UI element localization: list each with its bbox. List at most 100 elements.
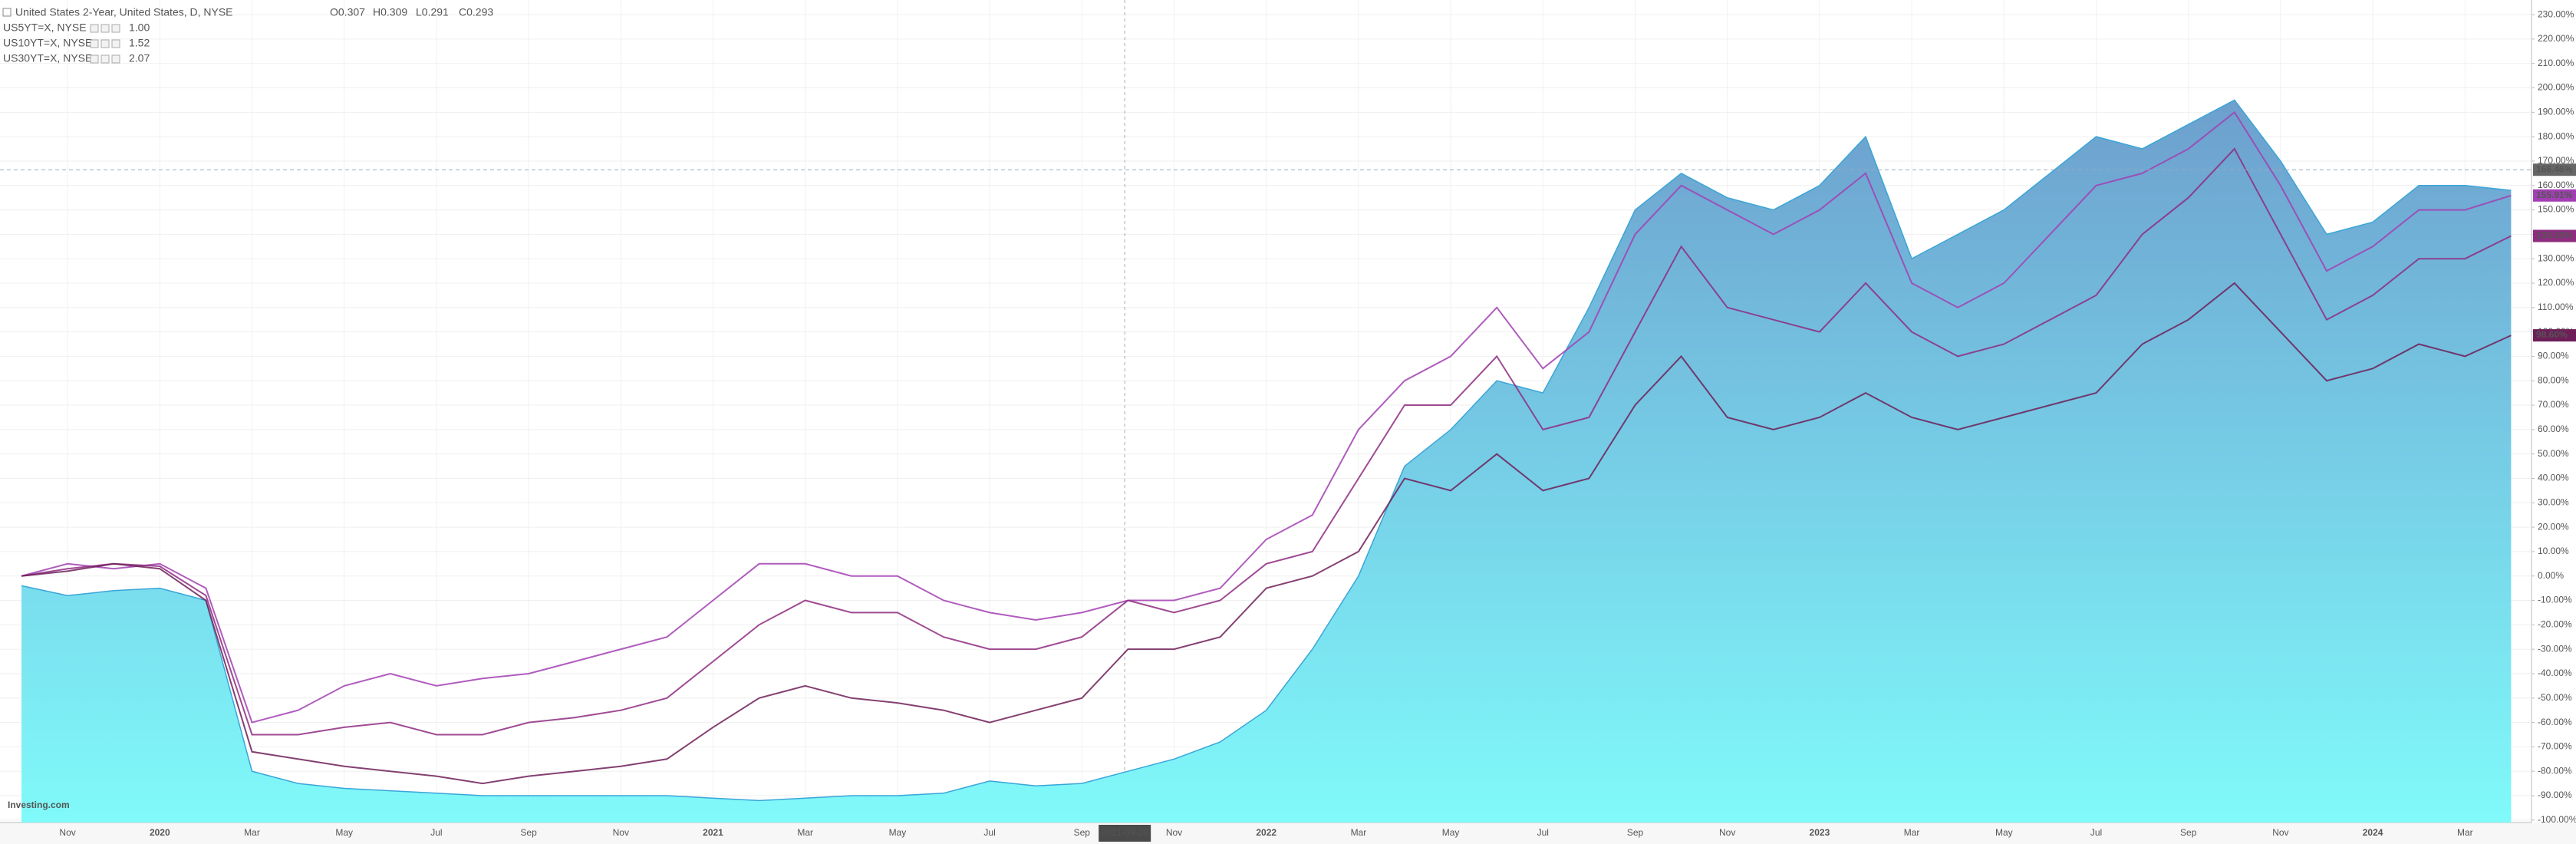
last-value-badge (2533, 229, 2576, 242)
x-tick-label: May (1995, 827, 2013, 838)
y-tick-label: 10.00% (2538, 546, 2569, 556)
y-tick-label: -40.00% (2538, 668, 2572, 678)
x-tick-label: Mar (1904, 827, 1920, 838)
y-tick-label: 30.00% (2538, 496, 2569, 507)
x-tick-label: Nov (1719, 827, 1735, 838)
y-tick-label: 170.00% (2538, 155, 2574, 166)
x-axis-strip (0, 823, 2576, 844)
x-tick-label: May (889, 827, 907, 838)
x-tick-label: Jul (2090, 827, 2102, 838)
y-tick-label: -30.00% (2538, 643, 2572, 654)
x-tick-label: Sep (520, 827, 537, 838)
x-tick-label: Nov (2272, 827, 2288, 838)
x-tick-label: Nov (613, 827, 629, 838)
legend-value: 2.07 (129, 52, 150, 64)
x-tick-label: May (1442, 827, 1460, 838)
x-tick-label: 2024 (2363, 827, 2383, 838)
logo: Investing.com (8, 799, 70, 810)
marks (0, 99, 2532, 823)
y-tick-label: -80.00% (2538, 765, 2572, 776)
legend-button (90, 39, 99, 48)
y-tick-label: -60.00% (2538, 717, 2572, 727)
x-tick-label: Jul (1537, 827, 1549, 838)
legend-button (100, 39, 110, 48)
legend-toggle (2, 8, 12, 17)
x-tick-label: 2020 (150, 827, 170, 838)
x-tick-label: 2022 (1256, 827, 1276, 838)
last-value-badge (2533, 329, 2576, 342)
x-tick-label: 2023 (1810, 827, 1830, 838)
last-value-badge (2533, 189, 2576, 202)
y-tick-label: -20.00% (2538, 619, 2572, 630)
ohlc-value: C0.293 (459, 6, 493, 18)
legend-entry: US10YT=X, NYSE (3, 37, 92, 49)
legend-button (111, 39, 120, 48)
legend-value: 1.52 (129, 37, 150, 49)
last-value-label: 155.91% (2536, 190, 2573, 200)
price-badge (2533, 163, 2576, 176)
x-tick-label: Nov (1166, 827, 1182, 838)
legend-entry: US5YT=X, NYSE (3, 21, 87, 34)
ohlc-value: H0.309 (373, 6, 407, 18)
y-tick-label: 60.00% (2538, 424, 2569, 434)
last-value-label: 98.60% (2536, 329, 2568, 340)
x-tick-label: May (335, 827, 353, 838)
legend-button (111, 24, 120, 33)
y-tick-label: 150.00% (2538, 204, 2574, 215)
x-tick-label: Sep (1074, 827, 1091, 838)
y-tick-label: 80.00% (2538, 374, 2569, 385)
legend-button (90, 54, 99, 64)
y-tick-label: 40.00% (2538, 473, 2569, 483)
area-line (21, 99, 2512, 802)
y-tick-label: 210.00% (2538, 58, 2574, 68)
y-tick-label: 190.00% (2538, 106, 2574, 117)
y-tick-label: 220.00% (2538, 33, 2574, 44)
x-tick-label: Jul (983, 827, 995, 838)
ohlc-value: O0.307 (330, 6, 365, 18)
line (21, 110, 2512, 724)
y-tick-label: 50.00% (2538, 448, 2569, 459)
legend-entry: US30YT=X, NYSE (3, 52, 92, 64)
legend-value: 1.00 (129, 21, 150, 34)
y-tick-label: 20.00% (2538, 521, 2569, 532)
crosshair-label: 2021-09-29 (1101, 827, 1148, 838)
line (21, 282, 2512, 785)
ohlc-value: L0.291 (416, 6, 449, 18)
legend-button (111, 54, 120, 64)
y-tick-label: 200.00% (2538, 82, 2574, 93)
crosshair-badge (1099, 825, 1151, 842)
legend-button (90, 24, 99, 33)
price-badge-label: 166.46% (2536, 163, 2573, 174)
x-tick-label: Mar (2457, 827, 2473, 838)
x-tick-label: Mar (244, 827, 260, 838)
y-tick-label: 0.00% (2538, 570, 2564, 581)
legend: United States 2-Year, United States, D, … (2, 6, 493, 64)
y-tick-label: 130.00% (2538, 252, 2574, 263)
y-tick-label: 160.00% (2538, 180, 2574, 190)
y-tick-label: -50.00% (2538, 692, 2572, 703)
x-tick-label: 2021 (703, 827, 723, 838)
y-tick-label: -10.00% (2538, 595, 2572, 605)
y-tick-label: -90.00% (2538, 790, 2572, 800)
x-tick-label: Mar (1351, 827, 1367, 838)
legend-button (100, 54, 110, 64)
line (21, 147, 2512, 736)
last-value-label: 139.33% (2536, 230, 2573, 241)
y-tick-label: 120.00% (2538, 277, 2574, 288)
labels: -100.00% -90.00% -80.00% -70.00% -60.00% -50.… (2, 6, 2576, 842)
y-tick-label: 70.00% (2538, 399, 2569, 410)
x-tick-label: Nov (59, 827, 75, 838)
x-tick-label: Mar (797, 827, 813, 838)
legend-button (100, 24, 110, 33)
y-tick-label: -100.00% (2538, 814, 2576, 825)
x-tick-label: Sep (2180, 827, 2197, 838)
legend-title: United States 2-Year, United States, D, … (15, 6, 233, 18)
y-tick-label: 110.00% (2538, 302, 2574, 312)
y-tick-label: 230.00% (2538, 8, 2574, 19)
x-tick-label: Jul (430, 827, 442, 838)
y-tick-label: 90.00% (2538, 351, 2569, 361)
area (21, 100, 2512, 823)
x-tick-label: Sep (1627, 827, 1644, 838)
